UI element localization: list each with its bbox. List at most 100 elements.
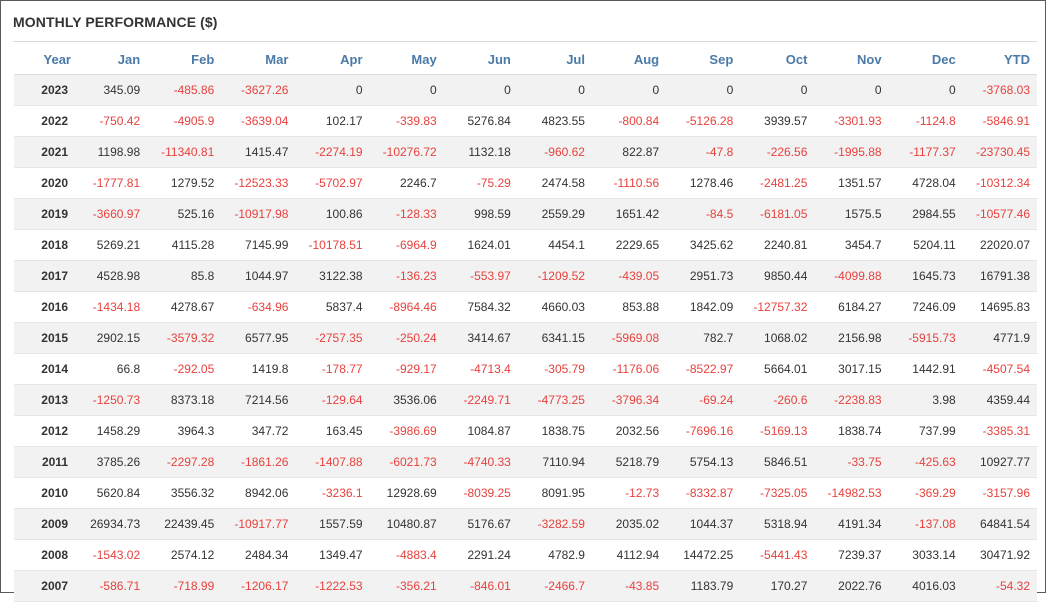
value-cell-sep: 0 [666,74,741,106]
value-cell-jan: -1250.73 [73,384,148,416]
value-cell-aug: -12.73 [591,477,667,509]
value-cell-feb: 3964.3 [147,415,222,447]
table-row: 2018 5269.21 4115.28 7145.99 -10178.51 -6964.… [14,229,1037,261]
value-cell-dec: 3.98 [888,384,963,416]
value-cell-oct: 5318.94 [740,508,815,540]
value-cell-ytd: 16791.38 [962,260,1037,292]
value-cell-jun: 1132.18 [443,136,518,168]
value-cell-apr: 3122.38 [295,260,370,292]
value-cell-sep: -69.24 [666,384,741,416]
value-cell-apr: 163.45 [295,415,370,447]
value-cell-feb: -2297.28 [147,446,222,478]
value-cell-nov: -14982.53 [814,477,889,509]
value-cell-sep: -8332.87 [666,477,741,509]
value-cell-sep: -47.8 [666,136,741,168]
value-cell-sep: -8522.97 [666,353,741,385]
value-cell-jan: 5269.21 [73,229,148,261]
value-cell-oct: -7325.05 [740,477,815,509]
value-cell-jan: 4528.98 [73,260,148,292]
value-cell-dec: -5915.73 [888,322,963,354]
value-cell-jul: 4454.1 [517,229,592,261]
value-cell-jul: -2466.7 [517,570,592,602]
value-cell-nov: -33.75 [814,446,889,478]
value-cell-aug: 2229.65 [591,229,667,261]
table-row: 2022 -750.42 -4905.9 -3639.04 102.17 -339.83 5… [14,105,1037,137]
value-cell-oct: -6181.05 [740,198,815,230]
value-cell-jul: 2474.58 [517,167,592,199]
value-cell-feb: -11340.81 [147,136,222,168]
column-header-mar: Mar [221,44,296,75]
value-cell-sep: 2951.73 [666,260,741,292]
value-cell-jun: 1624.01 [443,229,518,261]
value-cell-mar: 1044.97 [221,260,296,292]
value-cell-ytd: -54.32 [962,570,1037,602]
value-cell-apr: 1349.47 [295,539,370,571]
value-cell-dec: 0 [888,74,963,106]
value-cell-aug: 853.88 [591,291,667,323]
value-cell-ytd: 4359.44 [962,384,1037,416]
value-cell-mar: 7145.99 [221,229,296,261]
value-cell-jul: 6341.15 [517,322,592,354]
value-cell-apr: -5702.97 [295,167,370,199]
row-year-cell: 2007 [14,570,73,602]
value-cell-sep: 1278.46 [666,167,741,199]
value-cell-aug: -800.84 [591,105,667,137]
table-row: 2016 -1434.18 4278.67 -634.96 5837.4 -8964.46… [14,291,1037,323]
value-cell-aug: -3796.34 [591,384,667,416]
value-cell-apr: -2274.19 [295,136,370,168]
value-cell-nov: -4099.88 [814,260,889,292]
value-cell-ytd: 4771.9 [962,322,1037,354]
value-cell-dec: -369.29 [888,477,963,509]
value-cell-mar: 1419.8 [221,353,296,385]
value-cell-oct: -5169.13 [740,415,815,447]
value-cell-dec: 1645.73 [888,260,963,292]
value-cell-nov: -2238.83 [814,384,889,416]
value-cell-ytd: -4507.54 [962,353,1037,385]
value-cell-ytd: -3157.96 [962,477,1037,509]
row-year-cell: 2017 [14,260,73,292]
value-cell-may: -6021.73 [369,446,444,478]
value-cell-jun: 7584.32 [443,291,518,323]
value-cell-ytd: -23730.45 [962,136,1037,168]
value-cell-jul: -3282.59 [517,508,592,540]
value-cell-may: -10276.72 [369,136,444,168]
value-cell-sep: -84.5 [666,198,741,230]
value-cell-jan: -1543.02 [73,539,148,571]
value-cell-ytd: 22020.07 [962,229,1037,261]
column-header-apr: Apr [295,44,370,75]
value-cell-jan: -1777.81 [73,167,148,199]
value-cell-ytd: -5846.91 [962,105,1037,137]
value-cell-dec: 5204.11 [888,229,963,261]
value-cell-aug: 0 [591,74,667,106]
table-row: 2019 -3660.97 525.16 -10917.98 100.86 -128.33… [14,198,1037,230]
value-cell-dec: 737.99 [888,415,963,447]
value-cell-aug: 2032.56 [591,415,667,447]
table-row: 2023 345.09 -485.86 -3627.26 0 0 0 0 0 0 0 0 0 -3768.… [14,74,1037,106]
value-cell-feb: -718.99 [147,570,222,602]
value-cell-feb: 1279.52 [147,167,222,199]
value-cell-mar: -10917.98 [221,198,296,230]
value-cell-sep: -5126.28 [666,105,741,137]
value-cell-feb: 4278.67 [147,291,222,323]
value-cell-feb: -485.86 [147,74,222,106]
value-cell-apr: -2757.35 [295,322,370,354]
value-cell-dec: -425.63 [888,446,963,478]
value-cell-ytd: 10927.77 [962,446,1037,478]
value-cell-jul: -1209.52 [517,260,592,292]
column-header-jul: Jul [517,44,592,75]
value-cell-oct: -12757.32 [740,291,815,323]
value-cell-may: -8964.46 [369,291,444,323]
value-cell-jan: -750.42 [73,105,148,137]
value-cell-feb: 85.8 [147,260,222,292]
value-cell-oct: 1068.02 [740,322,815,354]
value-cell-jun: -2249.71 [443,384,518,416]
column-header-oct: Oct [740,44,815,75]
value-cell-jun: -553.97 [443,260,518,292]
value-cell-may: 3536.06 [369,384,444,416]
value-cell-jun: 5176.67 [443,508,518,540]
value-cell-mar: 8942.06 [221,477,296,509]
value-cell-jun: 998.59 [443,198,518,230]
value-cell-may: 10480.87 [369,508,444,540]
row-year-cell: 2019 [14,198,73,230]
value-cell-jul: -960.62 [517,136,592,168]
